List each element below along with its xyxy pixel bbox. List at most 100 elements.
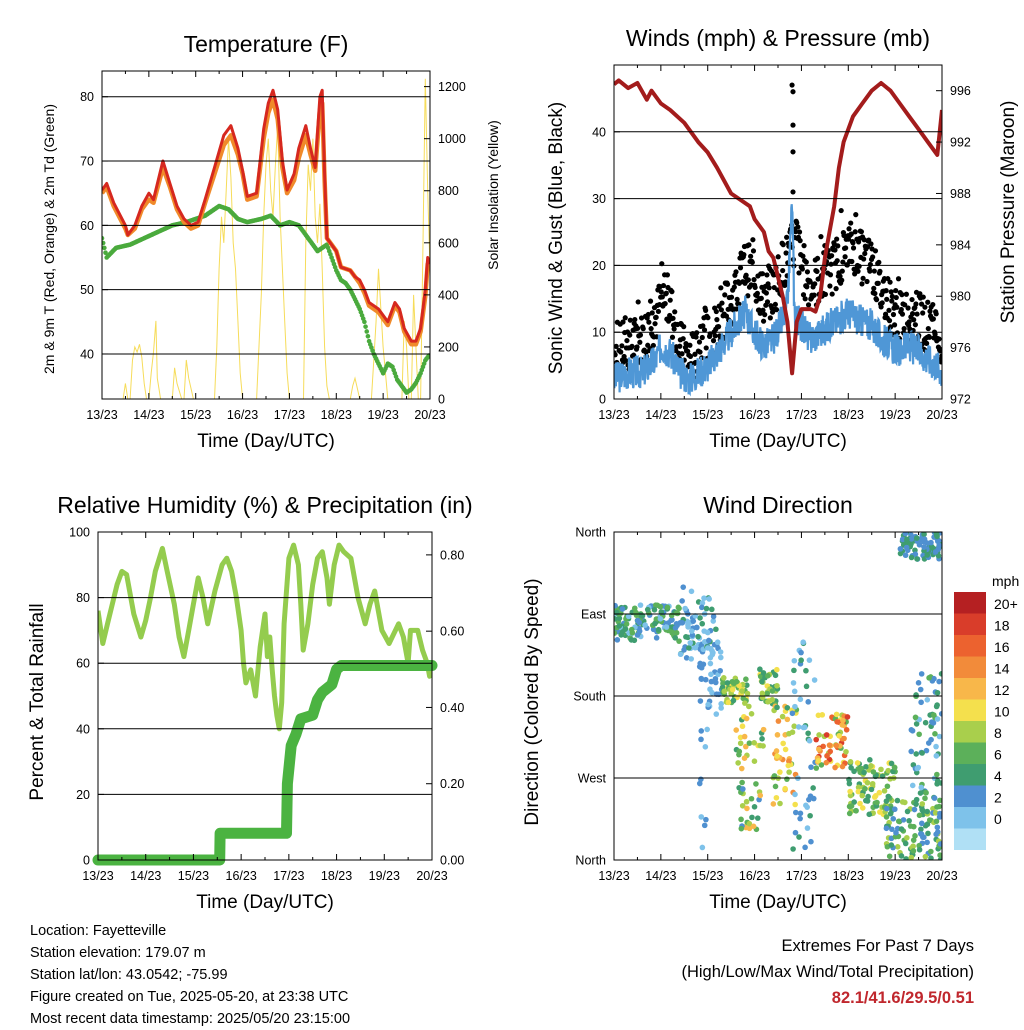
direction-point	[846, 810, 853, 817]
y2-tick-label: 996	[950, 84, 971, 98]
direction-point	[936, 542, 942, 549]
direction-point	[688, 588, 695, 595]
direction-point	[808, 764, 814, 770]
direction-point	[885, 767, 892, 774]
gust-point	[870, 254, 876, 260]
gust-point	[895, 276, 902, 282]
direction-point	[744, 690, 751, 697]
direction-point	[922, 719, 929, 726]
direction-point	[934, 778, 941, 784]
gust-point	[681, 324, 687, 330]
direction-point	[826, 742, 833, 748]
direction-data	[614, 532, 942, 860]
gust-point	[736, 301, 742, 307]
gust-point	[700, 323, 706, 329]
gust-point	[614, 352, 618, 358]
direction-point	[883, 805, 890, 812]
gust-point	[839, 277, 845, 283]
x-tick-label: 17/23	[274, 408, 305, 422]
gust-spike-point	[790, 149, 796, 155]
direction-point	[772, 672, 779, 679]
x-tick-label: 18/23	[833, 869, 864, 883]
x-tick-label: 20/23	[416, 869, 447, 883]
y-tick-label: 60	[76, 657, 90, 671]
direction-point	[932, 731, 938, 737]
direction-point	[848, 803, 855, 809]
gust-point	[793, 229, 799, 235]
direction-point	[868, 786, 875, 793]
y-tick-label: 60	[80, 219, 94, 233]
temp9m-series	[102, 97, 430, 347]
gust-point	[728, 294, 735, 300]
direction-point	[739, 688, 745, 694]
y-tick-label: 20	[592, 259, 606, 273]
direction-point	[847, 788, 853, 795]
y2-tick-label: 600	[438, 236, 459, 250]
gust-point	[832, 247, 838, 253]
direction-point	[707, 660, 714, 667]
x-tick-label: 19/23	[880, 869, 911, 883]
gust-point	[645, 311, 651, 318]
direction-point	[800, 639, 807, 646]
direction-point	[918, 826, 924, 833]
gust-point	[843, 245, 849, 251]
gust-point	[868, 241, 874, 247]
direction-point	[736, 748, 743, 755]
direction-point	[861, 769, 867, 776]
x-tick-label: 13/23	[598, 869, 629, 883]
gust-point	[883, 288, 889, 294]
direction-point	[672, 635, 679, 641]
direction-point	[751, 758, 758, 764]
gust-point	[905, 305, 911, 311]
direction-point	[712, 679, 719, 686]
dewpoint-point	[102, 235, 105, 241]
direction-point	[797, 696, 804, 703]
direction-point	[614, 637, 621, 643]
direction-point	[887, 810, 894, 817]
gust-point	[822, 291, 829, 297]
direction-point	[924, 696, 931, 703]
extremes-values: 82.1/41.6/29.5/0.51	[831, 989, 974, 1007]
direction-point	[893, 829, 899, 836]
direction-point	[859, 792, 866, 799]
direction-point	[733, 727, 740, 733]
direction-point	[668, 612, 675, 619]
x-tick-label: 18/23	[321, 408, 352, 422]
gust-point	[775, 254, 781, 260]
direction-point	[623, 621, 630, 627]
elevation-text: Station elevation: 179.07 m	[30, 945, 206, 961]
gust-point	[878, 304, 884, 310]
direction-point	[616, 615, 623, 622]
direction-point	[811, 677, 818, 683]
direction-point	[759, 736, 765, 742]
direction-point	[924, 540, 930, 546]
gust-point	[801, 243, 807, 249]
wind-series	[614, 204, 942, 397]
gust-point	[653, 314, 659, 320]
direction-point	[746, 820, 753, 827]
direction-point	[713, 626, 719, 633]
direction-point	[780, 740, 786, 747]
gust-point	[901, 326, 907, 332]
direction-point	[925, 830, 931, 837]
gust-point	[864, 244, 871, 250]
legend-label: 8	[994, 725, 1002, 741]
direction-point	[782, 785, 788, 792]
direction-point	[701, 628, 707, 634]
direction-point	[904, 808, 911, 815]
y2-tick-label: 0.80	[440, 548, 464, 562]
legend-swatch	[954, 656, 986, 678]
direction-point	[865, 793, 871, 800]
gust-point	[835, 243, 841, 249]
x-tick-label: 13/23	[86, 408, 117, 422]
gust-point	[614, 343, 619, 349]
direction-point	[922, 795, 928, 802]
direction-point	[710, 618, 717, 624]
y2-tick-label: 0.20	[440, 777, 464, 791]
direction-point	[676, 638, 682, 644]
direction-point	[844, 714, 851, 720]
direction-point	[913, 692, 919, 698]
gust-point	[621, 353, 627, 360]
legend-label: 6	[994, 747, 1002, 763]
direction-point	[707, 654, 714, 661]
